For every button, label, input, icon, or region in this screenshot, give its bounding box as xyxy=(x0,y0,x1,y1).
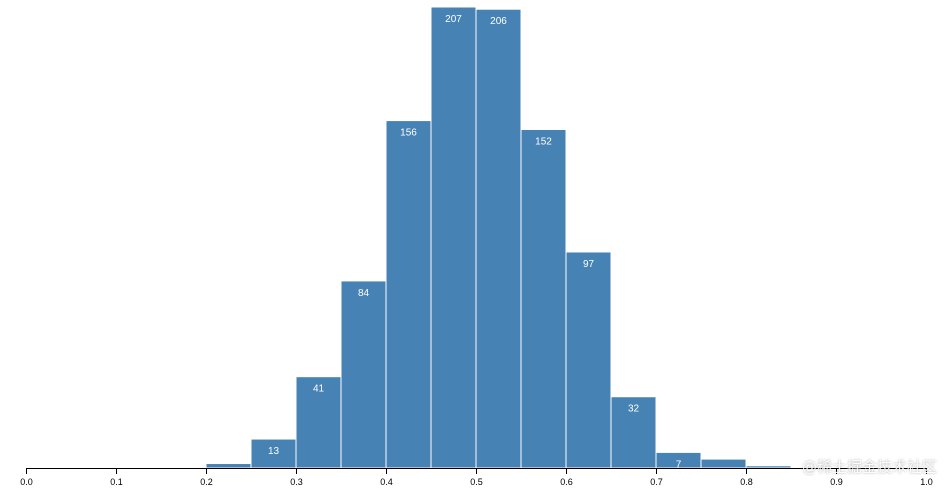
bar-value-label: 152 xyxy=(535,136,552,147)
histogram-bar xyxy=(475,8,522,469)
x-tick-label: 0.6 xyxy=(560,477,573,487)
x-tick-label: 1.0 xyxy=(920,477,933,487)
histogram-bar xyxy=(430,6,477,469)
x-tick-label: 0.1 xyxy=(110,477,123,487)
histogram-bar xyxy=(520,128,567,469)
bar-value-label: 84 xyxy=(358,288,370,299)
histogram-bar xyxy=(205,463,252,469)
x-tick-label: 0.4 xyxy=(380,477,393,487)
histogram-bar xyxy=(610,396,657,469)
x-tick-label: 0.8 xyxy=(740,477,753,487)
histogram-bar xyxy=(745,465,792,469)
bar-value-label: 97 xyxy=(583,259,595,270)
bar-value-label: 32 xyxy=(628,404,640,415)
x-tick-label: 0.9 xyxy=(830,477,843,487)
histogram-bar xyxy=(250,438,297,469)
bar-value-label: 206 xyxy=(490,16,507,27)
bar-value-label: 7 xyxy=(676,459,682,470)
x-tick-label: 0.3 xyxy=(290,477,303,487)
bar-value-label: 207 xyxy=(445,14,462,25)
bar-labels-group: 13 41 84 156 207 206 152 97 32 7 xyxy=(268,14,682,470)
bars-group xyxy=(205,6,792,469)
histogram-bar xyxy=(340,280,387,469)
x-tick-label: 0.5 xyxy=(470,477,483,487)
x-tick-label: 0.0 xyxy=(20,477,33,487)
watermark-text: @稀土掘金技术社区 xyxy=(801,458,937,476)
x-axis: 0.0 0.1 0.2 0.3 0.4 0.5 0.6 0.7 0.8 0.9 1.0 xyxy=(20,468,933,487)
histogram-bar xyxy=(565,251,612,469)
bar-value-label: 156 xyxy=(400,128,417,139)
x-tick-label: 0.2 xyxy=(200,477,213,487)
histogram-bar xyxy=(295,376,342,469)
x-tick-label: 0.7 xyxy=(650,477,663,487)
histogram-bar xyxy=(700,458,747,469)
bar-value-label: 13 xyxy=(268,446,280,457)
bar-value-label: 41 xyxy=(313,384,325,395)
histogram-bar xyxy=(385,120,432,469)
